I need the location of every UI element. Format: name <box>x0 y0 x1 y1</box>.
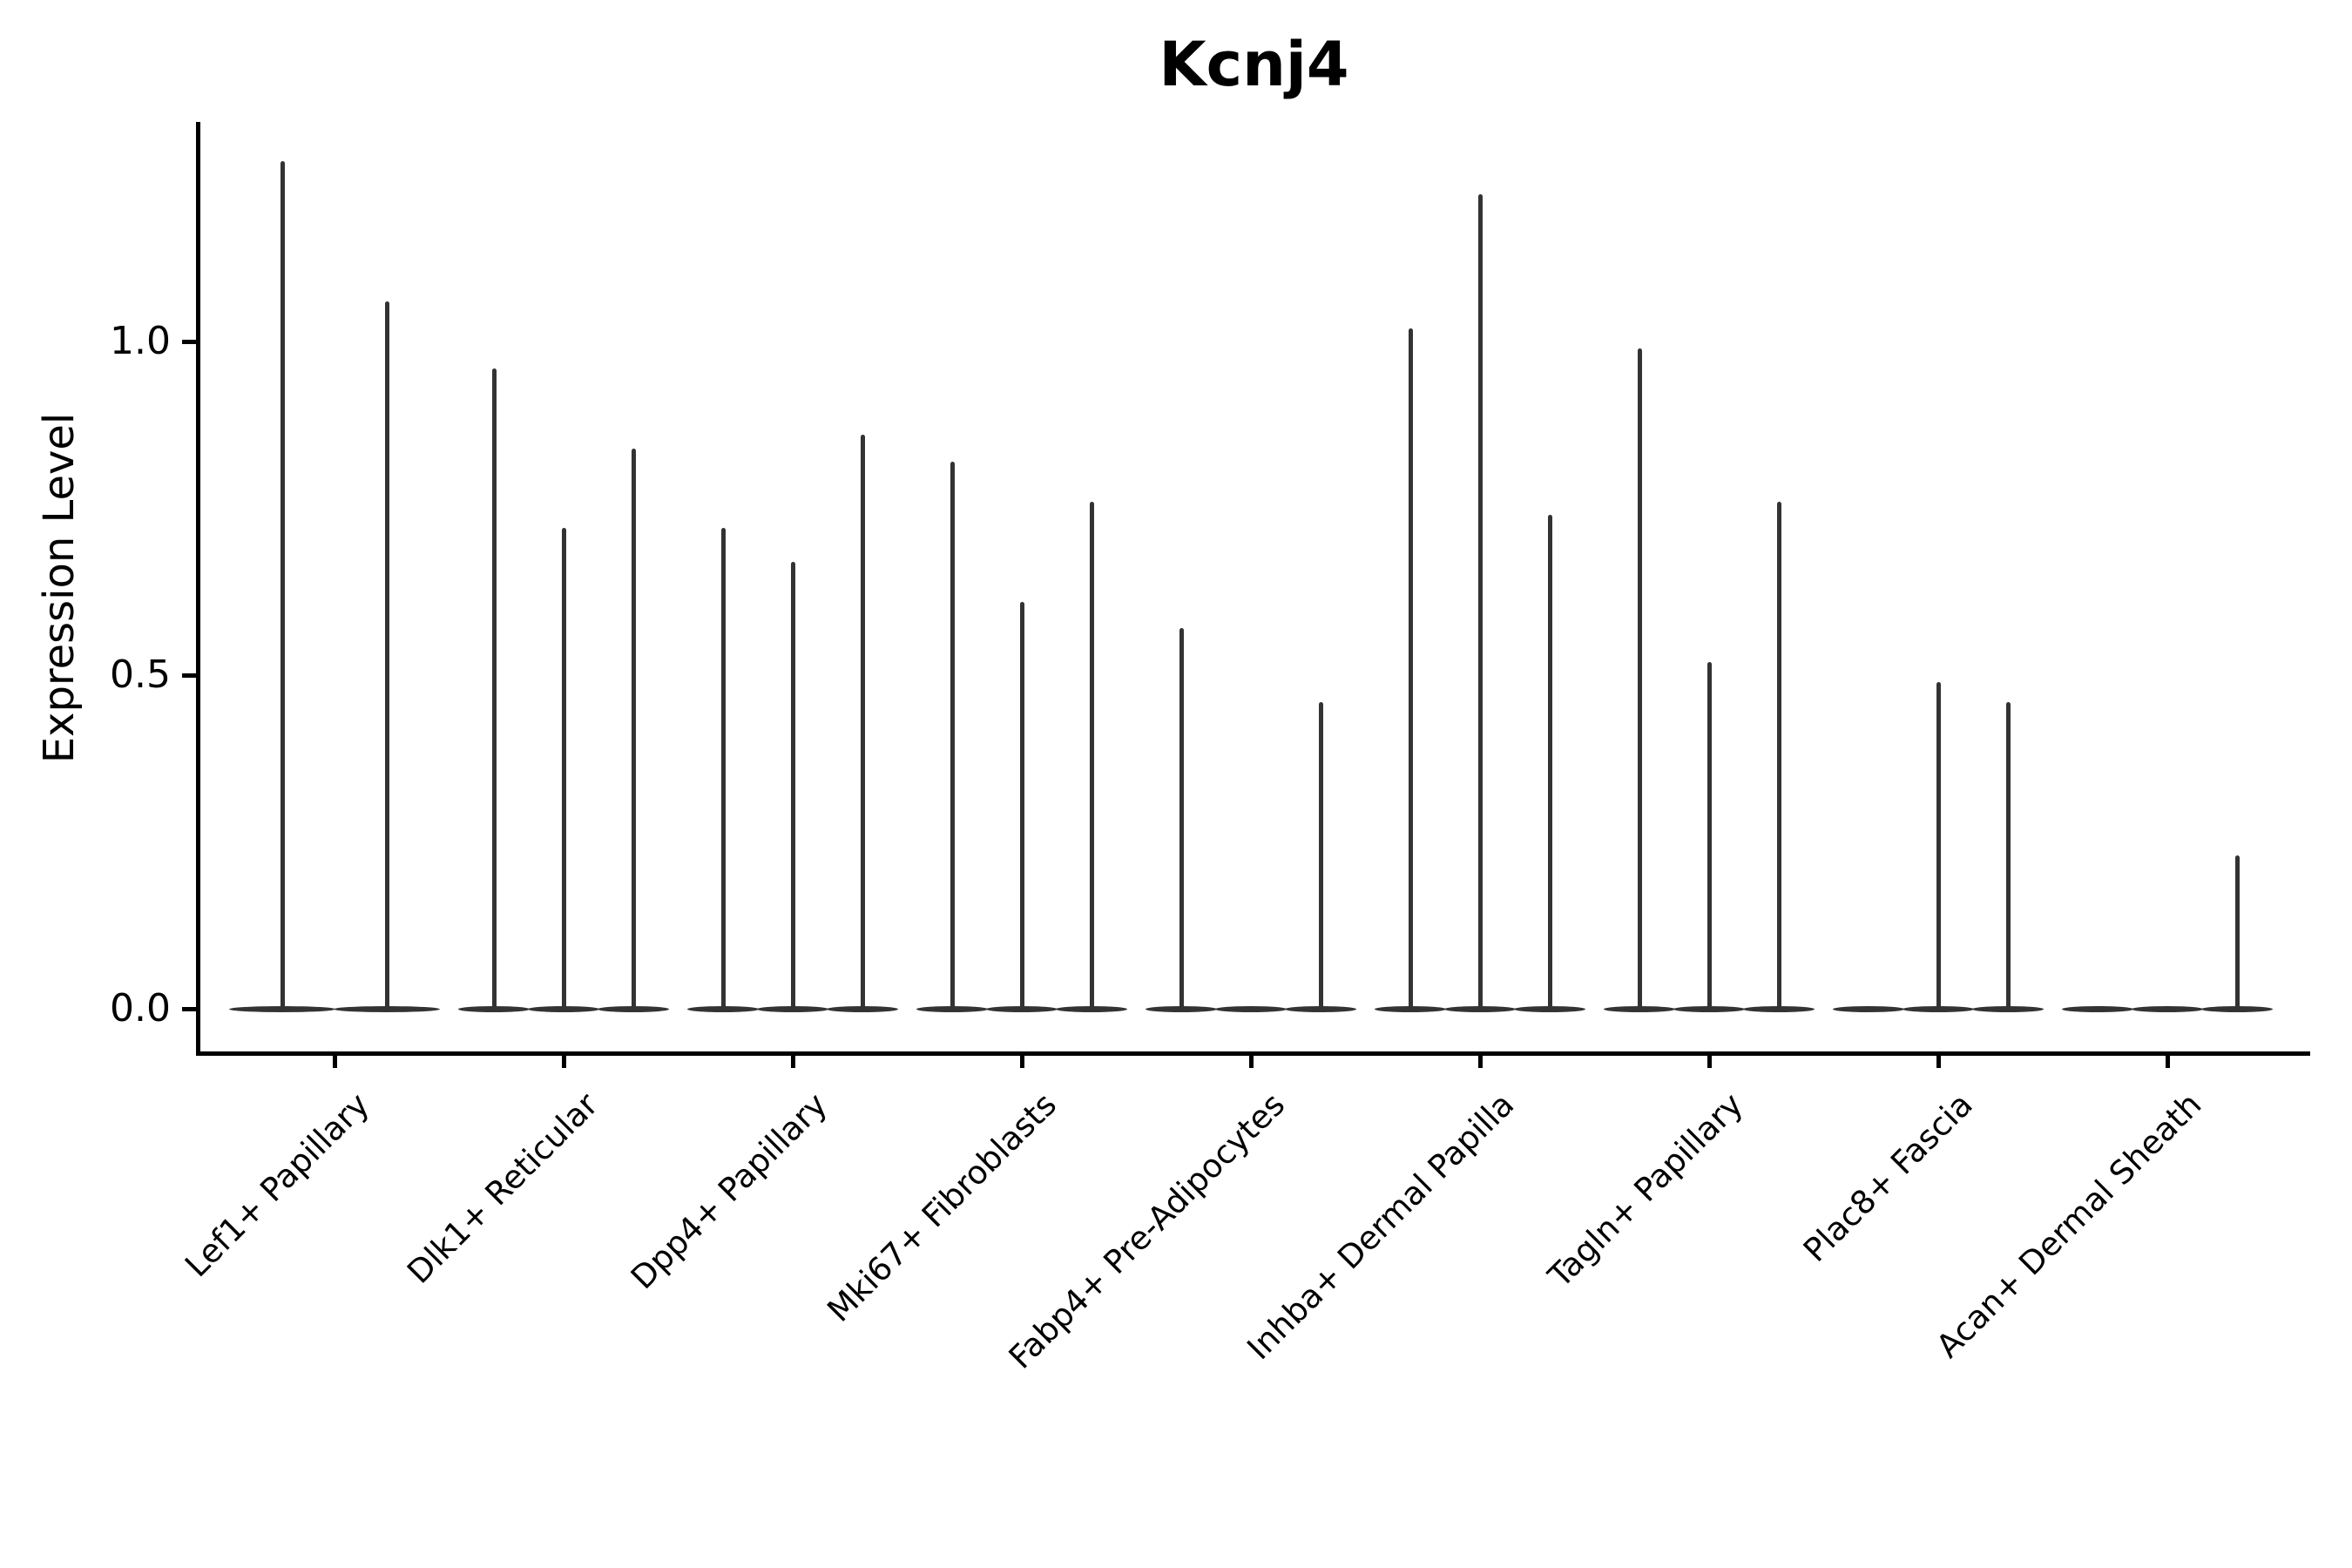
violin-spike <box>280 161 285 1010</box>
x-axis-tick <box>561 1055 566 1068</box>
violin-spike <box>1776 501 1781 1010</box>
violin-spike <box>1179 628 1184 1010</box>
violin-spike <box>790 561 795 1010</box>
violin-spike <box>631 448 636 1010</box>
violin-spike <box>1477 194 1483 1010</box>
x-axis-tick <box>1936 1055 1941 1068</box>
y-axis-tick <box>181 672 196 678</box>
violin-spike <box>1408 328 1413 1010</box>
x-axis-tick <box>2165 1055 2170 1068</box>
x-axis-tick <box>1707 1055 1712 1068</box>
violin-spike <box>491 368 497 1010</box>
violin-spike <box>2234 855 2240 1010</box>
x-axis-category-label: Dlk1+ Reticular <box>400 1085 605 1291</box>
x-axis-category-label: Inhba+ Dermal Papilla <box>1240 1085 1522 1368</box>
violin-spike <box>1637 348 1642 1010</box>
violin-spike <box>1019 601 1024 1010</box>
x-axis-category-label: Lef1+ Papillary <box>177 1085 376 1285</box>
violin-spike <box>720 528 726 1010</box>
violin-spike <box>1547 515 1552 1010</box>
x-axis-line <box>195 1051 2310 1056</box>
violin-spike <box>1318 701 1323 1010</box>
violin-spike <box>2005 701 2011 1010</box>
violin-base <box>1833 1005 1904 1012</box>
y-tick-label: 1.0 <box>110 319 171 363</box>
x-axis-tick <box>1019 1055 1024 1068</box>
violin-spike <box>950 461 955 1010</box>
y-axis-label: Expression Level <box>35 412 84 764</box>
x-axis-category-label: Tagln+ Papillary <box>1541 1085 1751 1295</box>
violin-spike <box>860 435 865 1010</box>
x-axis-category-label: Acan+ Dermal Sheath <box>1929 1085 2209 1366</box>
x-axis-tick <box>1477 1055 1483 1068</box>
y-axis-tick <box>181 339 196 344</box>
x-axis-category-label: Dpp4+ Papillary <box>623 1085 835 1297</box>
violin-spike <box>561 528 566 1010</box>
x-axis-tick <box>790 1055 795 1068</box>
y-axis-line <box>195 122 200 1056</box>
violin-spike <box>1707 661 1712 1010</box>
x-axis-category-label: Plac8+ Fascia <box>1795 1085 1980 1270</box>
x-axis-category-label: Mki67+ Fibroblasts <box>820 1085 1064 1329</box>
y-tick-label: 0.5 <box>110 652 171 697</box>
y-tick-label: 0.0 <box>110 986 171 1031</box>
y-axis-tick <box>181 1006 196 1011</box>
violin-base <box>2132 1005 2203 1012</box>
violin-base <box>1215 1005 1287 1012</box>
chart-title: Kcnj4 <box>1159 29 1349 100</box>
violin-spike <box>1089 501 1094 1010</box>
violin-base <box>2062 1005 2133 1012</box>
violin-spike <box>1936 681 1941 1010</box>
x-axis-tick <box>332 1055 337 1068</box>
x-axis-tick <box>1248 1055 1254 1068</box>
violin-spike <box>384 301 389 1010</box>
